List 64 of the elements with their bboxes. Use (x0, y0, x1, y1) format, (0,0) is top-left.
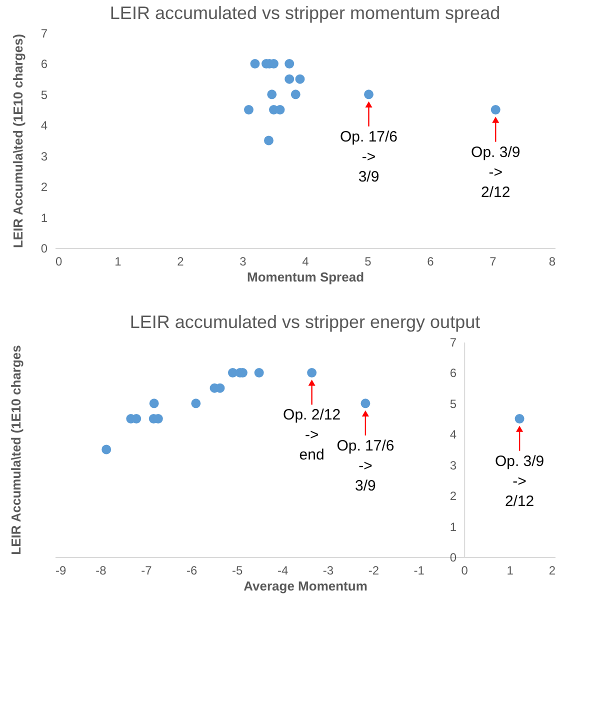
point (264, 136, 274, 146)
x-tick-label: 0 (56, 254, 62, 268)
annotation: Op. 3/9 -> 2/12 (494, 452, 544, 510)
y-tick-label: 4 (450, 428, 457, 442)
point (267, 90, 277, 100)
y-tick-label: 7 (40, 26, 48, 40)
y-tick-label: 1 (40, 210, 48, 225)
x-tick-label: -4 (277, 564, 288, 578)
y-tick-label: 3 (450, 458, 457, 472)
point (275, 105, 285, 115)
chart-title: LEIR accumulated vs stripper energy output (130, 312, 480, 332)
x-tick-label: 5 (364, 254, 372, 268)
y-tick-label: 2 (40, 180, 48, 194)
point (284, 58, 294, 68)
y-tick-label: 0 (40, 242, 48, 256)
x-tick-label: 0 (461, 564, 468, 578)
y-tick-label: 0 (450, 550, 457, 564)
point (250, 58, 260, 68)
y-tick-label: 4 (40, 118, 48, 133)
x-tick-label: -8 (96, 564, 107, 578)
y-tick-label: 3 (40, 149, 48, 164)
x-tick-label: -1 (414, 564, 425, 578)
point (514, 414, 524, 424)
point (102, 444, 112, 454)
y-tick-label: 2 (450, 489, 457, 504)
y-axis-title: LEIR Accumula\ted (1E10 charges (8, 345, 24, 555)
point (490, 105, 500, 115)
point (290, 90, 300, 100)
x-tick-label: 2 (548, 564, 556, 578)
y-tick-label: 5 (40, 88, 48, 102)
y-tick-label: 5 (450, 396, 457, 411)
x-tick-label: -7 (141, 564, 152, 578)
point (244, 105, 254, 115)
point (149, 398, 159, 408)
x-tick-label: -3 (322, 564, 334, 578)
point (284, 74, 294, 84)
point (191, 398, 201, 408)
y-tick-label: 1 (450, 520, 457, 534)
point (360, 398, 370, 408)
y-tick-label: 7 (450, 336, 457, 350)
y-axis-title: LEIR Accumula\ted (1E10 charges) (10, 34, 26, 248)
annotation: Op. 3/9 -> 2/12 (471, 144, 520, 201)
point (295, 74, 305, 84)
y-tick-label: 6 (450, 366, 457, 380)
x-tick-label: 1 (114, 254, 122, 268)
x-tick-label: 4 (302, 254, 310, 268)
point (364, 90, 374, 100)
x-tick-label: 8 (548, 254, 556, 268)
x-tick-label: -5 (232, 564, 243, 578)
x-tick-label: 7 (490, 254, 497, 268)
x-tick-label: 1 (506, 564, 514, 578)
x-axis-title: Momentum Spread (246, 270, 364, 284)
x-tick-label: -2 (368, 564, 380, 578)
x-tick-label: -6 (186, 564, 198, 578)
point (307, 368, 317, 378)
point (254, 368, 264, 378)
x-tick-label: 2 (177, 254, 184, 268)
x-tick-label: -9 (56, 564, 66, 578)
x-axis-title: Average Momentum (244, 578, 368, 594)
annotation: Op. 17/6 -> 3/9 (340, 128, 398, 186)
y-tick-label: 6 (40, 57, 48, 72)
x-tick-label: 6 (427, 254, 434, 268)
chart-title: LEIR accumulated vs stripper momentum spread (110, 3, 500, 23)
x-tick-label: 3 (240, 254, 247, 268)
